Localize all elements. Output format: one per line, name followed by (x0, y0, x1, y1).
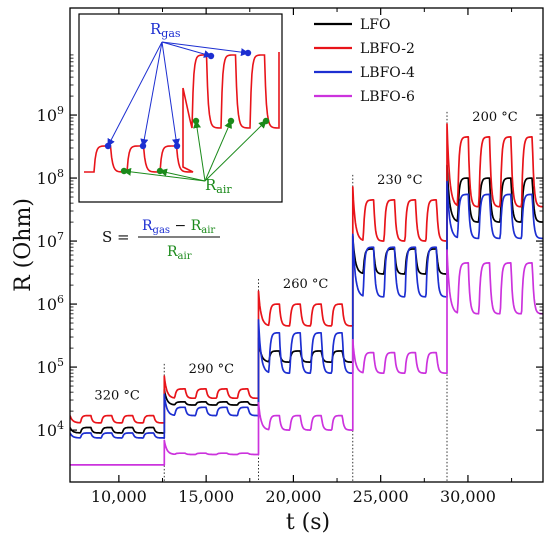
legend-label: LBFO-2 (360, 41, 415, 57)
r-gas-marker (139, 142, 147, 150)
temperature-label: 260 °C (283, 277, 328, 292)
inset-r-gas-label: Rgas (150, 20, 181, 40)
r-air-marker (227, 117, 235, 125)
y-tick-label: 105 (37, 356, 64, 377)
formula-numerator: Rgas − Rair (142, 218, 215, 236)
inset-arrows (104, 41, 270, 182)
y-tick-label: 108 (37, 167, 64, 188)
r-gas-arrow (161, 41, 180, 147)
axis-ticks: 10,000 15,000 20,000 25,000 30,000 104 105 106 1… (37, 8, 543, 506)
inset-frame (78, 13, 283, 203)
r-air-marker (156, 167, 164, 175)
series-line-lfo (70, 164, 543, 434)
x-tick-label: 30,000 (440, 487, 496, 506)
temperature-label: 320 °C (94, 389, 139, 404)
r-gas-marker (104, 142, 112, 150)
r-gas-marker (244, 49, 252, 57)
sensitivity-formula: S = Rgas − Rair Rair (102, 218, 220, 262)
r-gas-arrow (161, 41, 212, 58)
y-tick-label: 106 (37, 293, 64, 314)
r-gas-marker (173, 142, 181, 150)
x-tick-label: 25,000 (353, 487, 409, 506)
r-air-arrow (204, 120, 267, 182)
formula-lhs: S = (102, 228, 130, 246)
series-line-lbfo-4 (70, 180, 543, 439)
legend-label: LBFO-4 (360, 65, 415, 81)
r-air-arrow (204, 120, 232, 182)
y-tick-label: 107 (37, 230, 64, 251)
plot-area (70, 111, 543, 482)
series-line-lbfo-6 (70, 249, 543, 466)
temperature-label: 290 °C (189, 362, 234, 377)
inset-r-air-label: Rair (205, 176, 232, 196)
x-tick-label: 10,000 (91, 487, 147, 506)
x-tick-label: 15,000 (178, 487, 234, 506)
formula-denominator: Rair (167, 244, 192, 262)
r-air-marker (120, 167, 128, 175)
legend: LFO LBFO-2 LBFO-4 LBFO-6 (314, 17, 415, 105)
legend-label: LFO (360, 17, 391, 33)
y-axis-label: R (Ohm) (11, 198, 36, 292)
inset-panel: Rgas Rair (78, 13, 283, 203)
r-air-marker (192, 117, 200, 125)
temperature-label: 230 °C (377, 173, 422, 188)
x-axis-label: t (s) (286, 510, 330, 535)
plot-frame (69, 7, 544, 483)
r-air-arrow (159, 168, 206, 182)
r-air-marker (262, 117, 270, 125)
series-line-lbfo-2 (70, 123, 543, 424)
y-tick-label: 109 (37, 104, 64, 125)
legend-label: LBFO-6 (360, 89, 415, 105)
r-gas-arrow (161, 41, 249, 57)
temperature-labels: 320 °C 290 °C 260 °C 230 °C 200 °C (94, 110, 517, 404)
x-tick-label: 20,000 (265, 487, 321, 506)
r-air-arrow (193, 120, 206, 182)
y-tick-label: 104 (37, 419, 64, 440)
r-gas-marker (207, 52, 215, 60)
r-gas-arrow (107, 41, 163, 147)
r-gas-arrow (140, 41, 163, 147)
temperature-label: 200 °C (472, 110, 517, 125)
